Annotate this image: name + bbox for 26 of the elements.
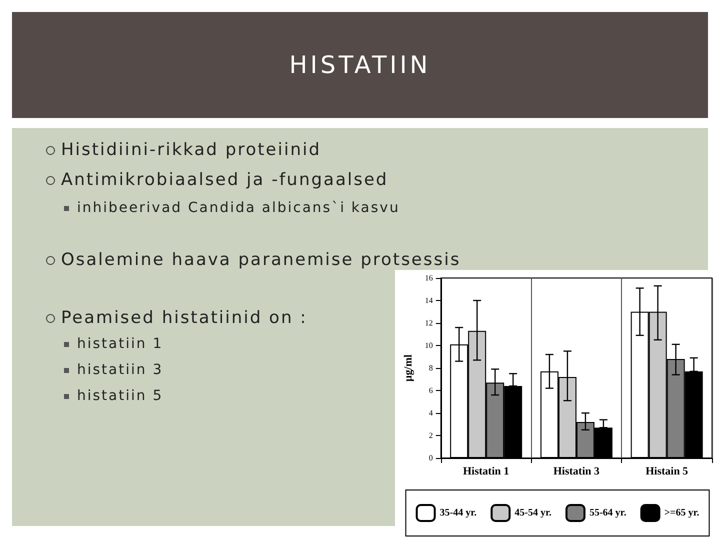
x-tick-label: Histatin 3 <box>553 466 600 478</box>
y-tick-label: 2 <box>428 431 433 440</box>
x-tick-label: Histatin 1 <box>463 466 510 478</box>
y-tick-label: 16 <box>424 274 433 282</box>
y-tick-label: 8 <box>428 364 433 372</box>
legend-label: 45-54 yr. <box>514 508 552 518</box>
y-tick-label: 0 <box>428 454 433 462</box>
legend-label: >=65 yr. <box>664 508 700 518</box>
text: histatiin 5 <box>77 388 164 404</box>
y-tick-label: 12 <box>424 318 433 328</box>
text: histatiin 1 <box>77 336 164 352</box>
y-tick-label: 6 <box>428 386 433 395</box>
text: Peamised histatiinid on : <box>61 308 308 328</box>
text: Histidiini-rikkad proteiinid <box>61 140 322 160</box>
legend-label: 55-64 yr. <box>589 508 627 518</box>
text: inhibeerivad Candida albicans`i kasvu <box>77 200 400 216</box>
chart-title: HISTATIIN <box>12 12 708 118</box>
y-tick-label: 14 <box>424 296 433 305</box>
y-axis-title: µg/ml <box>402 354 414 382</box>
text: Osalemine haava paranemise protsessis <box>61 250 461 270</box>
text: Antimikrobiaalsed ja -fungaalsed <box>61 170 388 190</box>
text: histatiin 3 <box>77 362 164 378</box>
y-tick-label: 10 <box>424 341 433 350</box>
x-tick-label: Histain 5 <box>646 466 689 478</box>
y-tick-label: 4 <box>428 408 433 418</box>
legend-label: 35-44 yr. <box>440 508 478 518</box>
